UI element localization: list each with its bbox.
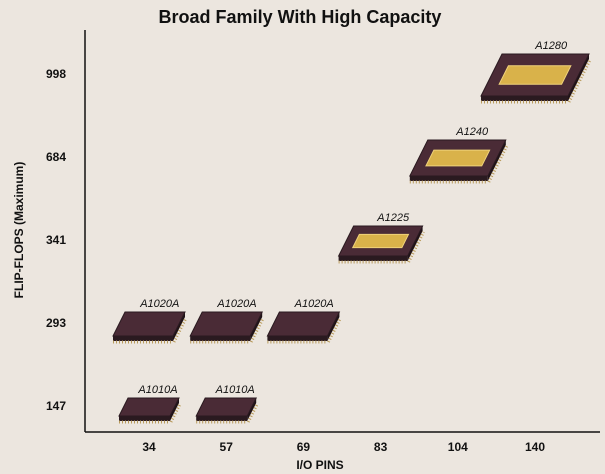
chip-die [351,233,410,249]
chip [112,311,188,344]
chip-side [481,96,568,101]
chip-pins [407,231,425,263]
chip-side [327,312,340,341]
chip [189,311,265,344]
chip-label: A1020A [216,298,256,310]
chip-label: A1020A [139,298,179,310]
chip-side [190,336,251,341]
chip [118,397,182,424]
chip-side [250,312,263,341]
chip-side [119,416,170,421]
y-tick-label: 684 [46,150,66,164]
chip [408,139,509,184]
chip-side [170,398,179,421]
chip-top [112,311,186,337]
y-tick-label: 341 [46,233,66,247]
y-axis-title: FLIP-FLOPS (Maximum) [12,162,26,299]
x-tick-label: 69 [297,440,311,454]
y-tick-label: 147 [46,399,66,413]
x-tick-label: 34 [142,440,156,454]
chip-side [113,336,173,341]
chip-side [173,312,185,341]
chip-top [118,397,180,417]
chip-die [425,149,491,167]
y-tick-label: 998 [46,67,66,81]
chip-pins [246,403,259,423]
chip [480,53,592,104]
chip-side [409,176,488,181]
x-axis-title: I/O PINS [296,458,343,472]
x-tick-label: 57 [220,440,234,454]
chip-pins [169,403,182,423]
chip-side [568,54,589,101]
chip [195,397,259,424]
chip-top [189,311,264,337]
x-tick-label: 83 [374,440,388,454]
chip-side [196,416,248,421]
chip-die [498,65,572,85]
chip-label: A1240 [455,126,489,138]
chip-label: A1010A [137,384,177,396]
chip-side [267,336,328,341]
chip-side [407,226,423,261]
chip-label: A1280 [534,40,568,52]
x-tick-label: 104 [448,440,468,454]
chip-label: A1020A [294,298,334,310]
chip [337,225,425,264]
chip-pins [487,145,509,183]
chip [266,311,342,344]
chip-side [247,398,257,421]
y-tick-label: 293 [46,316,66,330]
chip-side [338,256,408,261]
x-tick-label: 140 [525,440,545,454]
chart-title: Broad Family With High Capacity [159,7,442,27]
chip-label: A1010A [215,384,255,396]
chip-top [195,397,258,417]
chip-pins [567,59,592,103]
chip-side [487,140,506,181]
chip-top [266,311,341,337]
chip-label: A1225 [376,212,410,224]
